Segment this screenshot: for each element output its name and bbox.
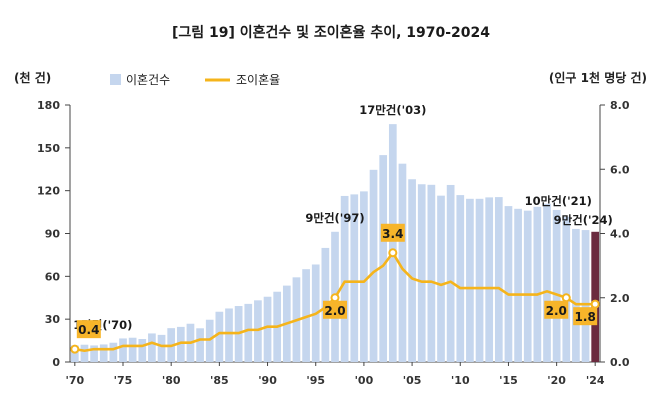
legend-line-label: 조이혼율: [236, 73, 280, 87]
x-tick-label: '20: [547, 374, 566, 387]
bar-2001: [369, 169, 378, 362]
x-tick-label: '10: [451, 374, 470, 387]
chart-title: [그림 19] 이혼건수 및 조이혼율 추이, 1970-2024: [172, 24, 490, 41]
bar-1976: [128, 337, 137, 362]
x-tick-label: '24: [586, 374, 605, 387]
right-tick-label: 2.0: [610, 292, 630, 305]
bar-1977: [138, 339, 147, 362]
bar-1985: [215, 311, 224, 362]
bar-1974: [109, 342, 118, 362]
bar-2002: [379, 155, 388, 362]
rate-marker-2021: [561, 293, 571, 303]
bar-1986: [225, 308, 233, 362]
bar-1970: [70, 345, 79, 362]
bar-series: [70, 124, 600, 362]
right-axis-unit: (인구 1천 명당 건): [549, 70, 647, 85]
bar-1981: [176, 326, 185, 362]
bar-2023: [581, 230, 590, 362]
bar-2013: [485, 197, 494, 362]
right-tick-label: 8.0: [610, 99, 630, 112]
left-tick-label: 60: [45, 270, 61, 283]
rate-label-box-2003: [380, 223, 405, 242]
rate-label-2003: 3.4: [382, 227, 403, 241]
rate-marker-1997: [330, 293, 340, 303]
bar-1999: [350, 194, 359, 362]
bar-1971: [80, 344, 89, 362]
legend-bar-swatch: [110, 74, 121, 85]
rate-label-1970: 0.4: [78, 323, 99, 337]
rate-label-box-2024: [573, 307, 598, 326]
bar-1984: [205, 319, 214, 362]
bar-2009: [446, 184, 455, 362]
bar-1973: [99, 344, 108, 362]
bar-1990: [263, 296, 272, 362]
axis-ticks: 0 30 60 90 120 150 180 0.0 2.0 4.0 6.0 8.0 '70 '75 '80…: [37, 99, 630, 387]
bar-1972: [90, 345, 98, 362]
x-tick-label: '05: [403, 374, 422, 387]
x-tick-label: '75: [114, 374, 133, 387]
legend: 이혼건수 조이혼율: [110, 73, 280, 87]
x-tick-label: '90: [258, 374, 277, 387]
bar-2024: [591, 231, 600, 362]
legend-bar-label: 이혼건수: [126, 73, 170, 87]
left-tick-label: 90: [45, 228, 61, 241]
rate-label-2021: 2.0: [546, 304, 567, 318]
bar-2016: [514, 208, 522, 362]
bar-2006: [417, 184, 426, 362]
x-tick-label: '95: [306, 374, 325, 387]
bar-2007: [427, 184, 436, 362]
rate-label-1997: 2.0: [324, 304, 345, 318]
rate-marker-2024: [590, 299, 600, 309]
rate-label-2024: 1.8: [575, 310, 596, 324]
bar-1978: [148, 333, 156, 362]
x-tick-label: '85: [210, 374, 229, 387]
bar-2019: [543, 203, 551, 362]
bar-2015: [504, 206, 513, 362]
bar-2005: [408, 179, 416, 362]
bar-2003: [388, 124, 397, 362]
bar-annotation-2024: 9만건('24): [554, 213, 613, 227]
right-tick-label: 4.0: [610, 228, 630, 241]
bar-2012: [475, 198, 484, 362]
bar-2000: [360, 191, 368, 362]
annotations: 1만건('70)9만건('97)17만건('03)10만건('21)9만건('2…: [70, 103, 613, 354]
x-tick-label: '80: [162, 374, 181, 387]
bar-1983: [196, 328, 204, 362]
left-axis-unit: (천 건): [14, 70, 51, 85]
x-tick-label: '00: [355, 374, 374, 387]
bar-1998: [340, 195, 349, 362]
bar-2014: [494, 197, 503, 362]
left-tick-label: 180: [37, 99, 60, 112]
bar-1988: [244, 303, 253, 362]
bar-annotation-2003: 17만건('03): [359, 103, 426, 117]
bar-2018: [533, 206, 542, 362]
left-tick-label: 30: [45, 313, 61, 326]
bar-2010: [456, 195, 465, 362]
rate-label-box-2021: [544, 300, 569, 319]
bar-2011: [466, 198, 474, 362]
x-tick-label: '15: [499, 374, 518, 387]
bar-2008: [437, 195, 445, 362]
rate-marker-1970: [70, 344, 80, 354]
bar-2017: [523, 210, 532, 362]
bar-2021: [562, 216, 571, 362]
rate-marker-2003: [388, 248, 398, 258]
left-tick-label: 0: [52, 356, 60, 369]
bar-1975: [119, 338, 127, 362]
left-tick-label: 120: [37, 185, 60, 198]
x-tick-label: '70: [65, 374, 84, 387]
bar-2020: [552, 209, 561, 362]
bar-2022: [572, 228, 580, 362]
right-tick-label: 6.0: [610, 163, 630, 176]
bar-1979: [157, 334, 166, 362]
bar-annotation-1997: 9만건('97): [305, 211, 364, 225]
bar-annotation-2021: 10만건('21): [525, 194, 592, 208]
bar-1994: [302, 269, 310, 362]
right-tick-label: 0.0: [610, 356, 630, 369]
left-tick-label: 150: [37, 142, 60, 155]
rate-label-box-1997: [323, 300, 347, 319]
bar-2004: [398, 163, 407, 362]
rate-label-box-1970: [76, 320, 101, 339]
